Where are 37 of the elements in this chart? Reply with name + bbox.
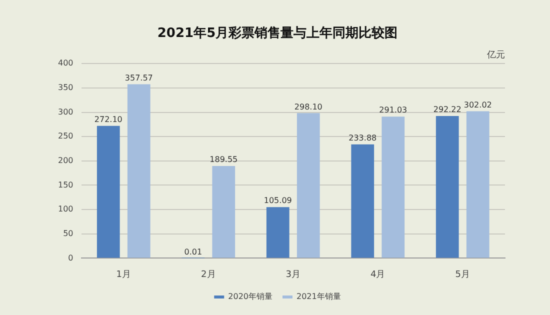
y-tick-label: 100 (58, 204, 74, 214)
y-tick-label: 0 (68, 253, 74, 262)
chart-title: 2021年5月彩票销售量与上年同期比较图 (157, 25, 398, 42)
x-tick-label: 3月 (286, 270, 300, 280)
y-tick-label: 150 (58, 180, 74, 190)
bar (212, 166, 236, 258)
y-tick-label: 350 (58, 83, 74, 92)
bar (466, 111, 490, 258)
text: 292.22 (433, 105, 462, 114)
y-tick-label: 250 (58, 132, 74, 141)
text: 272.10 (94, 114, 122, 124)
y-tick-label: 200 (58, 156, 74, 165)
text: 105.09 (264, 196, 292, 206)
text: 189.55 (210, 155, 238, 164)
bar (266, 207, 290, 258)
bar (127, 84, 150, 258)
bar (296, 113, 320, 258)
x-tick-label: 1月 (116, 270, 132, 280)
bar (382, 116, 405, 258)
text: 302.02 (464, 100, 492, 110)
y-tick-label: 50 (63, 228, 74, 238)
x-tick-label: 4月 (370, 270, 386, 280)
y-tick-label: 400 (58, 58, 74, 68)
legend-label: 2021年销量 (296, 292, 341, 302)
text: 291.03 (379, 106, 408, 115)
text: 233.88 (348, 133, 377, 142)
bar (351, 144, 374, 258)
bar (96, 126, 120, 258)
x-tick-label: 2月 (201, 270, 216, 280)
text: 298.10 (294, 102, 322, 112)
bar (436, 116, 459, 258)
legend-label: 2020年销量 (228, 292, 272, 302)
x-tick-label: 5月 (455, 270, 470, 280)
text: 0.01 (184, 247, 202, 256)
y-tick-label: 300 (58, 107, 74, 116)
y-axis-title: 亿元 (486, 49, 505, 60)
text: 357.57 (124, 73, 153, 82)
